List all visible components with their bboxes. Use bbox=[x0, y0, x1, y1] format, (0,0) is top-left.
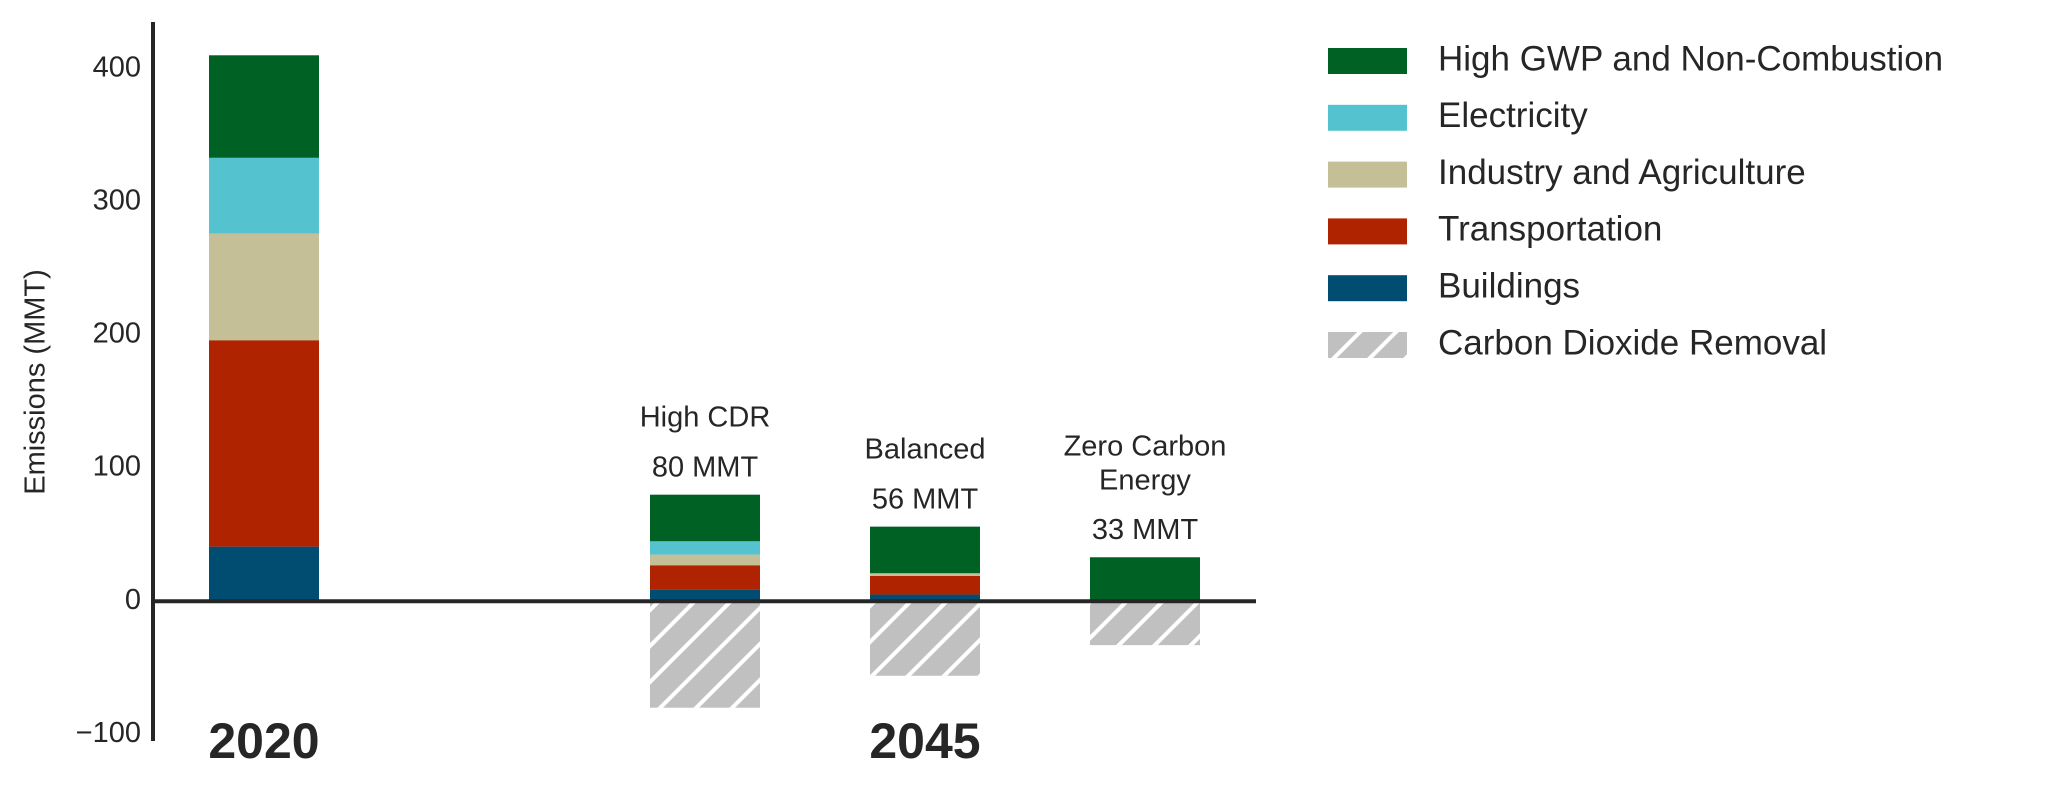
legend-label: Electricity bbox=[1438, 96, 1588, 135]
bar-segment bbox=[209, 546, 319, 602]
legend-label: Carbon Dioxide Removal bbox=[1438, 323, 1827, 362]
y-tick-label: −100 bbox=[76, 717, 141, 749]
bar-segment bbox=[209, 233, 319, 341]
bar-segment bbox=[650, 494, 760, 542]
y-axis-label: Emissions (MMT) bbox=[20, 269, 52, 495]
legend-swatch bbox=[1328, 218, 1407, 245]
bar-segment bbox=[870, 601, 980, 676]
y-tick-label: 100 bbox=[93, 451, 141, 483]
scenario-label: Balanced bbox=[865, 433, 986, 465]
bar-segment bbox=[1090, 557, 1200, 602]
legend-label: Transportation bbox=[1438, 210, 1662, 249]
y-tick-label: 0 bbox=[125, 584, 141, 616]
y-tick-label: 200 bbox=[93, 318, 141, 350]
bar-segment bbox=[870, 594, 980, 602]
bar-segment bbox=[650, 554, 760, 566]
y-tick-label: 400 bbox=[93, 51, 141, 83]
scenario-label: Zero Carbon Energy bbox=[1064, 430, 1227, 496]
bar-segment bbox=[870, 526, 980, 574]
group-label: 2020 bbox=[208, 713, 319, 769]
bar-segment bbox=[209, 55, 319, 158]
bar-segment bbox=[870, 575, 980, 595]
y-tick-label: 300 bbox=[93, 184, 141, 216]
legend-swatch bbox=[1328, 104, 1407, 131]
bar-segment bbox=[650, 589, 760, 602]
total-label: 56 MMT bbox=[872, 483, 979, 515]
legend-swatch bbox=[1328, 275, 1407, 302]
legend-swatch bbox=[1328, 161, 1407, 188]
bar-segment bbox=[1090, 601, 1200, 646]
bar-segment bbox=[870, 573, 980, 576]
bar-segment bbox=[209, 157, 319, 234]
group-label: 2045 bbox=[869, 713, 980, 769]
legend-swatch bbox=[1328, 332, 1407, 358]
legend-label: Industry and Agriculture bbox=[1438, 153, 1806, 192]
total-label: 33 MMT bbox=[1092, 514, 1199, 546]
bar-segment bbox=[650, 601, 760, 708]
legend-swatch bbox=[1328, 48, 1407, 74]
legend-label: High GWP and Non-Combustion bbox=[1438, 39, 1943, 78]
bar-segment bbox=[209, 340, 319, 547]
legend-label: Buildings bbox=[1438, 266, 1580, 305]
bar-segment bbox=[650, 541, 760, 555]
scenario-label: High CDR bbox=[640, 401, 771, 433]
total-label: 80 MMT bbox=[652, 451, 759, 483]
bar-segment bbox=[650, 565, 760, 590]
